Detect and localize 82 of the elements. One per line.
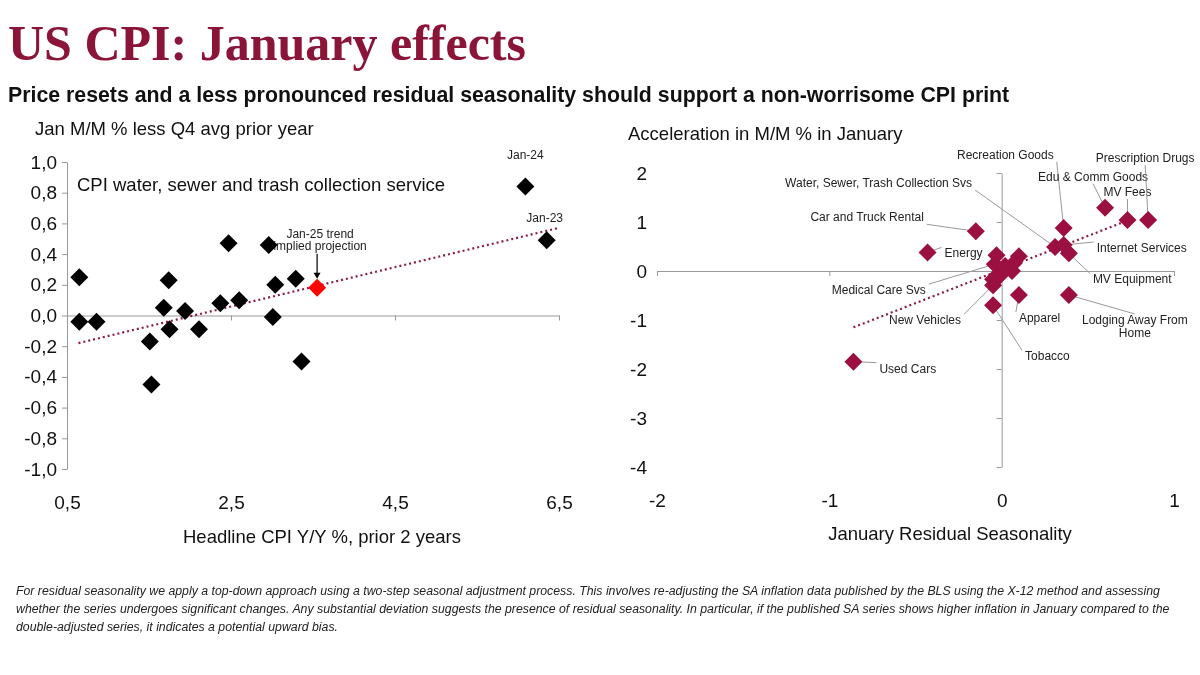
annotation: Prescription Drugs [1095,151,1195,166]
x-axis-title: Headline CPI Y/Y %, prior 2 years [183,526,461,547]
point [263,308,282,327]
annotation: Edu & Comm Goods [1038,169,1149,184]
annotation: Apparel [1018,311,1061,326]
point [1096,198,1115,217]
y-axis-title: Jan M/M % less Q4 avg prior year [35,118,314,139]
point [1059,244,1078,263]
point [266,275,285,294]
annotation: Car and Truck Rental [810,210,924,225]
point [844,352,863,371]
y-tick-label: 0,4 [30,243,58,265]
point [211,294,230,313]
point [984,296,1003,315]
x-tick-label: 1 [1169,490,1180,512]
point [70,312,89,331]
point [70,268,89,287]
point [918,243,937,262]
y-tick-label: 0 [636,260,647,282]
y-tick-label: -0,6 [24,397,57,419]
point [142,375,161,394]
point [966,222,985,241]
x-tick-label: 4,5 [382,492,409,514]
y-tick-label: -4 [630,456,648,478]
y-tick-label: -2 [630,358,647,380]
annotation: Energy [944,246,983,261]
annotation: Lodging Away From Home [1081,313,1188,340]
x-tick-label: -1 [821,490,839,512]
point [1139,211,1158,230]
y-tick-label: 0,6 [30,212,57,234]
y-tick-label: -0,2 [24,335,57,357]
x-tick-label: 0,5 [54,492,81,514]
annotation: Jan-23 [526,211,564,226]
y-tick-label: -0,4 [24,366,58,388]
point [1059,286,1078,305]
point [176,301,195,320]
x-tick-label: 6,5 [546,492,573,514]
point [1118,211,1137,230]
y-tick-label: 0,0 [30,305,57,327]
annotation: Used Cars [879,361,937,376]
y-tick-label: 2 [636,162,647,184]
text: For residual seasonality we apply a top-down approach using a two-step seasonal adjustment process. This involves re-adjusting the SA inflation data published by the BLS using the X-12 method and assessing whether the series undergoes significant changes. Any substantial deviation suggests the presence of residual seasonality. In particular, if the published SA series shows higher inflation in January compared to the double-adjusted series, it indicates a potential upward bias. [16,583,1171,636]
annotation: New Vehicles [889,313,962,328]
annotation: Internet Services [1096,241,1187,256]
chart-title: US CPI: January effects [8,15,526,71]
annotation: Jan-24 [507,147,545,162]
point [140,332,159,351]
point [219,234,238,253]
point [292,352,311,371]
point [1009,286,1028,305]
point [87,312,106,331]
x-tick-label: 2,5 [218,492,245,514]
y-tick-label: -0,8 [24,427,57,449]
point [154,298,173,317]
point [537,231,556,250]
chart-subtitle: Price resets and a less pronounced residual seasonality should support a non-worrisome CPI print [8,83,1010,107]
point [1054,218,1073,237]
annotation: Medical Care Svs [831,283,926,298]
y-tick-label: 0,2 [30,274,57,296]
y-tick-label: 0,8 [30,182,57,204]
point [286,269,305,288]
annotation: MV Fees [1103,185,1152,200]
x-tick-label: 0 [996,490,1008,512]
point [160,320,179,339]
point [308,278,327,297]
point [159,271,178,290]
annotation: MV Equipment [1092,272,1173,287]
annotation: Water, Sewer, Trash Collection Svs [785,175,973,190]
annotation: Recreation Goods [956,147,1054,162]
y-tick-label: -3 [630,407,647,429]
y-tick-label: 1,0 [30,151,57,173]
y-axis-title: Acceleration in M/M % in January [628,123,904,144]
point [516,177,535,196]
point [190,320,209,339]
y-tick-label: -1 [630,309,647,331]
y-tick-label: 1 [636,211,647,233]
annotation: Jan-25 trend implied projection [273,226,367,254]
x-axis-title: January Residual Seasonality [828,523,1073,544]
point [230,291,249,310]
annotation: Tobacco [1025,349,1071,364]
annotation: CPI water, sewer and trash collection service [77,174,446,195]
y-tick-label: -1,0 [24,458,57,480]
